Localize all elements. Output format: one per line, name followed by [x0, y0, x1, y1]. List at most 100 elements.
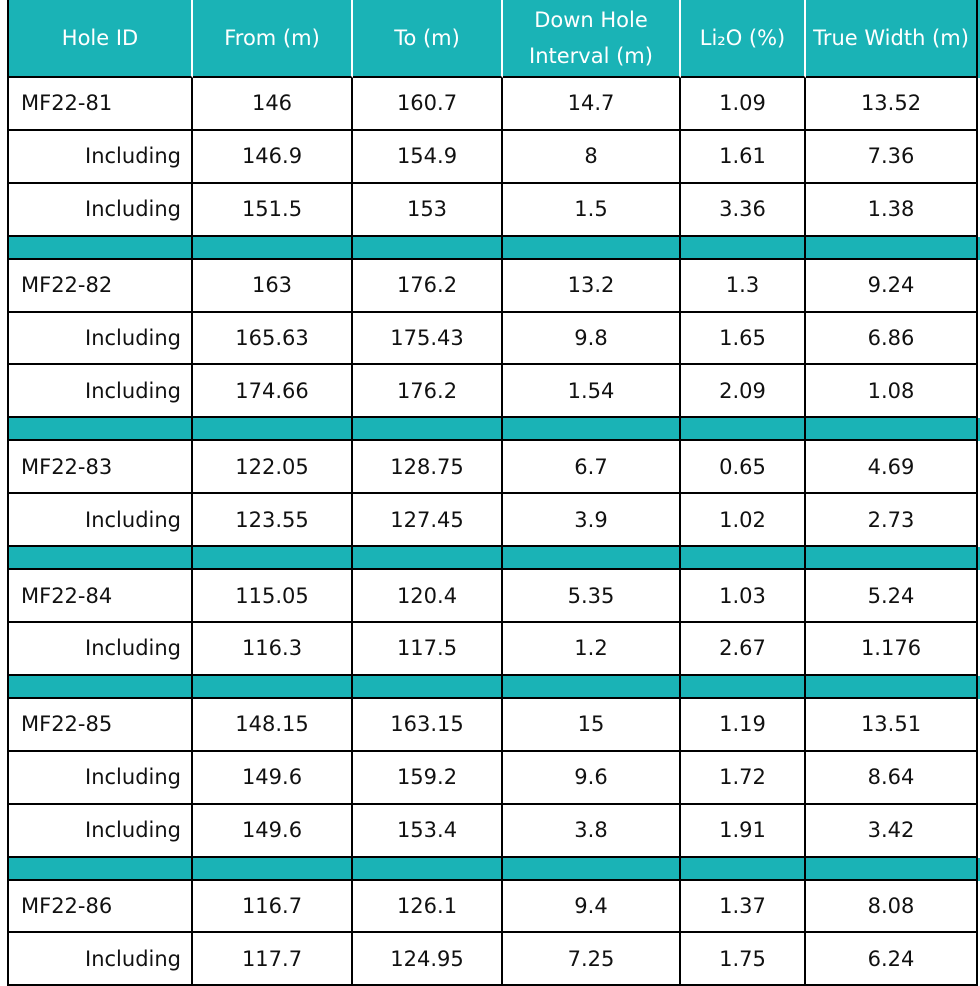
- hole-id-cell: Including: [9, 183, 193, 237]
- value-cell: 7.36: [806, 130, 978, 184]
- value-cell: 1.37: [681, 880, 806, 934]
- hole-id-cell: MF22-82: [9, 259, 193, 313]
- value-cell: 159.2: [353, 751, 503, 805]
- value-cell: 153: [353, 183, 503, 237]
- value-cell: 1.08: [806, 365, 978, 419]
- separator-cell: [503, 236, 681, 260]
- value-cell: 6.24: [806, 933, 978, 986]
- value-cell: 1.91: [681, 804, 806, 858]
- value-cell: 8: [503, 130, 681, 184]
- value-cell: 2.67: [681, 623, 806, 676]
- header-cell: Hole ID: [9, 0, 193, 78]
- hole-id-cell: MF22-84: [9, 570, 193, 624]
- value-cell: 1.75: [681, 933, 806, 986]
- value-cell: 126.1: [353, 880, 503, 934]
- value-cell: 8.08: [806, 880, 978, 934]
- value-cell: 0.65: [681, 441, 806, 495]
- value-cell: 128.75: [353, 441, 503, 495]
- value-cell: 1.02: [681, 494, 806, 548]
- value-cell: 160.7: [353, 78, 503, 131]
- value-cell: 5.35: [503, 570, 681, 624]
- value-cell: 176.2: [353, 259, 503, 313]
- value-cell: 13.51: [806, 698, 978, 752]
- data-row: Including 149.6 159.2 9.6 1.72 8.64: [9, 751, 980, 805]
- separator-cell: [9, 547, 193, 571]
- separator-cell: [503, 547, 681, 571]
- hole-id-cell: Including: [9, 365, 193, 419]
- data-row: Including 151.5 153 1.5 3.36 1.38: [9, 183, 980, 237]
- value-cell: 4.69: [806, 441, 978, 495]
- value-cell: 1.72: [681, 751, 806, 805]
- value-cell: 146.9: [193, 130, 353, 184]
- data-row: Including 123.55 127.45 3.9 1.02 2.73: [9, 494, 980, 548]
- value-cell: 117.5: [353, 623, 503, 676]
- value-cell: 146: [193, 78, 353, 131]
- separator-cell: [503, 675, 681, 699]
- data-row: MF22-84 115.05 120.4 5.35 1.03 5.24: [9, 570, 980, 624]
- value-cell: 123.55: [193, 494, 353, 548]
- value-cell: 116.7: [193, 880, 353, 934]
- hole-id-cell: Including: [9, 494, 193, 548]
- value-cell: 151.5: [193, 183, 353, 237]
- separator-cell: [353, 418, 503, 442]
- value-cell: 1.3: [681, 259, 806, 313]
- value-cell: 176.2: [353, 365, 503, 419]
- separator-cell: [353, 675, 503, 699]
- value-cell: 9.4: [503, 880, 681, 934]
- value-cell: 1.38: [806, 183, 978, 237]
- separator-cell: [9, 675, 193, 699]
- value-cell: 2.73: [806, 494, 978, 548]
- value-cell: 175.43: [353, 312, 503, 366]
- separator-cell: [353, 547, 503, 571]
- data-row: MF22-86 116.7 126.1 9.4 1.37 8.08: [9, 880, 980, 934]
- value-cell: 154.9: [353, 130, 503, 184]
- separator-cell: [9, 236, 193, 260]
- data-row: MF22-81 146 160.7 14.7 1.09 13.52: [9, 78, 980, 131]
- separator-cell: [193, 418, 353, 442]
- value-cell: 2.09: [681, 365, 806, 419]
- hole-id-cell: Including: [9, 623, 193, 676]
- separator-cell: [353, 236, 503, 260]
- value-cell: 9.24: [806, 259, 978, 313]
- value-cell: 124.95: [353, 933, 503, 986]
- value-cell: 117.7: [193, 933, 353, 986]
- value-cell: 148.15: [193, 698, 353, 752]
- value-cell: 8.64: [806, 751, 978, 805]
- data-row: MF22-83 122.05 128.75 6.7 0.65 4.69: [9, 441, 980, 495]
- value-cell: 163: [193, 259, 353, 313]
- separator-cell: [9, 418, 193, 442]
- drill-results-table: Hole ID From (m) To (m) Down Hole Interval …: [7, 0, 980, 986]
- separator-cell: [9, 857, 193, 881]
- data-row: Including 149.6 153.4 3.8 1.91 3.42: [9, 804, 980, 858]
- value-cell: 1.61: [681, 130, 806, 184]
- value-cell: 9.6: [503, 751, 681, 805]
- separator-cell: [681, 675, 806, 699]
- value-cell: 153.4: [353, 804, 503, 858]
- value-cell: 116.3: [193, 623, 353, 676]
- value-cell: 1.03: [681, 570, 806, 624]
- value-cell: 13.2: [503, 259, 681, 313]
- separator-cell: [806, 675, 978, 699]
- header-row: Hole ID From (m) To (m) Down Hole Interval …: [9, 0, 980, 78]
- value-cell: 1.2: [503, 623, 681, 676]
- separator-cell: [681, 418, 806, 442]
- header-cell: From (m): [193, 0, 353, 78]
- data-row: Including 146.9 154.9 8 1.61 7.36: [9, 130, 980, 184]
- separator-cell: [193, 547, 353, 571]
- value-cell: 1.09: [681, 78, 806, 131]
- separator-cell: [503, 857, 681, 881]
- value-cell: 149.6: [193, 751, 353, 805]
- value-cell: 1.5: [503, 183, 681, 237]
- hole-id-cell: Including: [9, 751, 193, 805]
- value-cell: 115.05: [193, 570, 353, 624]
- hole-id-cell: Including: [9, 804, 193, 858]
- separator-row: [9, 675, 980, 699]
- separator-cell: [503, 418, 681, 442]
- value-cell: 1.54: [503, 365, 681, 419]
- value-cell: 127.45: [353, 494, 503, 548]
- separator-cell: [681, 236, 806, 260]
- value-cell: 1.176: [806, 623, 978, 676]
- value-cell: 9.8: [503, 312, 681, 366]
- separator-cell: [681, 547, 806, 571]
